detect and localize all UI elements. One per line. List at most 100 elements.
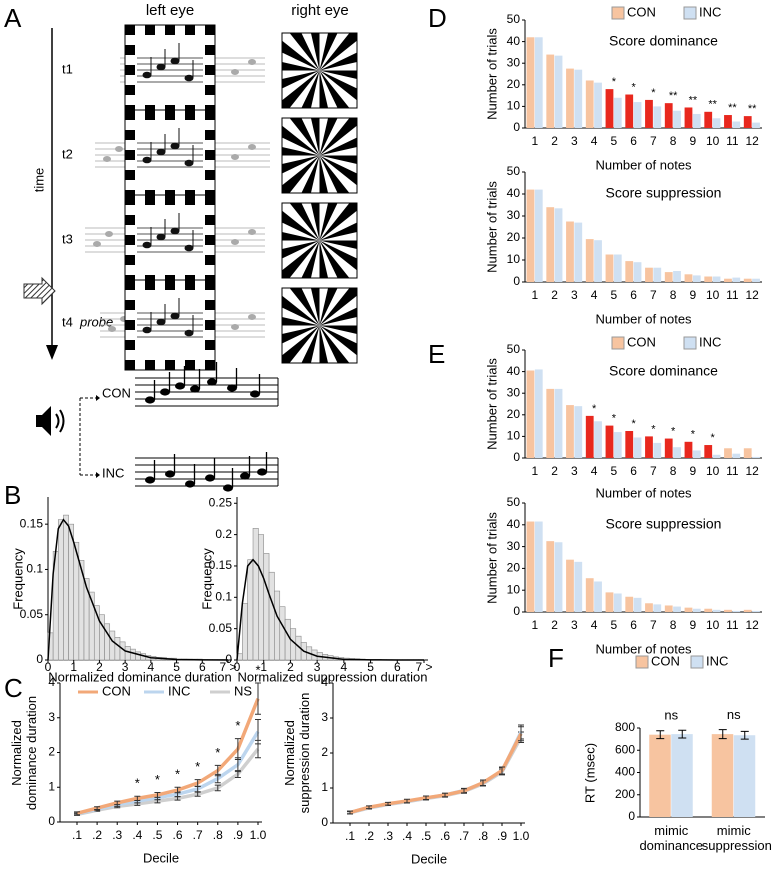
bar <box>724 609 732 612</box>
bar <box>653 106 662 128</box>
bar <box>704 445 713 458</box>
significance-label: * <box>631 81 636 93</box>
x-tick-label: 1 <box>260 660 267 674</box>
note <box>170 142 180 150</box>
y-tick-label: 40 <box>507 186 521 200</box>
checker-cell <box>125 45 135 55</box>
y-tick-label: 0 <box>513 450 520 464</box>
y-tick-label: 4 <box>48 675 55 689</box>
y-tick-label: 0.25 <box>209 495 233 509</box>
bar <box>711 734 734 817</box>
grating-wedge <box>319 325 329 363</box>
note <box>103 156 111 162</box>
x-tick-label: 7 <box>650 134 657 148</box>
bar <box>594 581 602 612</box>
grating-wedge <box>319 70 329 108</box>
x-tick-label: 7 <box>650 288 657 302</box>
histogram-bar <box>268 571 275 661</box>
bar <box>566 405 574 458</box>
y-tick-label: 0 <box>628 809 635 823</box>
bar <box>546 541 555 612</box>
grating-wedge <box>289 33 320 71</box>
note <box>250 390 260 398</box>
legend-swatch <box>683 6 697 20</box>
y-tick-label: 10 <box>507 252 521 266</box>
error-bar <box>194 779 201 788</box>
bar <box>546 207 555 282</box>
histogram-bar <box>114 637 121 661</box>
bar <box>664 272 673 282</box>
y-tick-label: 40 <box>507 34 521 48</box>
bar <box>566 559 574 612</box>
x-axis-label: Number of notes <box>595 485 692 501</box>
bar <box>673 110 681 128</box>
bar <box>664 605 673 612</box>
x-tick-label: 9 <box>690 288 697 302</box>
grating-wedge <box>319 203 357 241</box>
grating-wedge <box>282 231 320 241</box>
legend-label: NS <box>234 683 252 698</box>
checker-cell <box>205 45 215 55</box>
y-tick-label: 0 <box>513 604 520 618</box>
y-tick-label: 0.05 <box>20 607 44 621</box>
y-tick-label: 0.1 <box>26 562 43 576</box>
error-bar <box>656 730 665 740</box>
bar <box>546 54 555 129</box>
frame-label: t4 <box>62 314 73 329</box>
note <box>231 154 239 160</box>
probe-label: probe <box>79 314 113 329</box>
grating-wedge <box>319 325 350 363</box>
legend-swatch <box>683 336 697 350</box>
bar <box>732 453 741 458</box>
checker-cell <box>205 280 215 290</box>
x-tick-label: .4 <box>402 829 412 843</box>
checker-cell <box>125 85 135 95</box>
significance-label: * <box>592 403 597 415</box>
series-line <box>349 731 523 815</box>
grating-wedge <box>319 155 350 193</box>
significance-label: ** <box>669 90 678 102</box>
x-tick-label: 8 <box>670 134 677 148</box>
y-tick-label: 40 <box>507 364 521 378</box>
x-tick-label: 0 <box>45 660 52 674</box>
x-tick-label: 0 <box>234 660 241 674</box>
significance-label: * <box>710 432 715 444</box>
bar <box>605 89 614 128</box>
significance-label: * <box>175 767 180 782</box>
bar <box>752 122 760 128</box>
frame-label: t2 <box>62 146 73 161</box>
y-axis-label: Normalized suppression duration <box>282 692 312 814</box>
checker-cell <box>125 255 135 265</box>
legend-swatch <box>690 655 704 669</box>
histogram-bar <box>279 606 286 661</box>
significance-label: * <box>215 745 220 760</box>
bar <box>554 55 563 128</box>
grating-wedge <box>301 70 320 108</box>
checker-cell <box>125 110 135 120</box>
grating-wedge <box>282 61 320 71</box>
grating-wedge <box>310 118 320 156</box>
speaker-icon <box>36 406 51 436</box>
x-tick-label: .7 <box>193 828 203 842</box>
bar <box>594 421 602 458</box>
legend-swatch <box>611 6 625 20</box>
radial-grating <box>282 203 357 278</box>
x-tick-label: 7 > <box>415 660 432 674</box>
x-tick-label: 4 <box>341 660 348 674</box>
x-axis-label: Decile <box>410 851 448 867</box>
histogram-bar <box>129 648 136 661</box>
y-tick-label: 20 <box>507 561 521 575</box>
checker-cell <box>205 85 215 95</box>
bar <box>724 115 732 128</box>
bar <box>534 521 543 612</box>
note <box>227 384 237 392</box>
bar <box>684 107 693 128</box>
x-tick-label: .5 <box>152 828 162 842</box>
x-tick-label: .3 <box>112 828 122 842</box>
note <box>170 57 180 65</box>
x-tick-label: 3 <box>122 660 129 674</box>
checker-cell <box>145 280 155 290</box>
checker-cell <box>125 130 135 140</box>
error-bar <box>385 801 391 806</box>
note <box>185 480 195 488</box>
